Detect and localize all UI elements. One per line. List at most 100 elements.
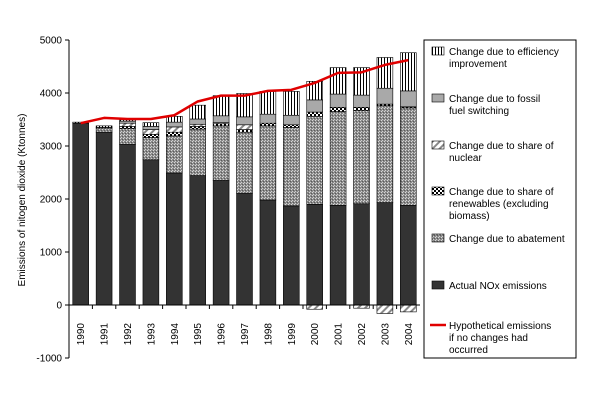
legend-swatch-fossil (431, 93, 445, 103)
bar-actual (212, 180, 230, 306)
bar-actual (72, 122, 89, 306)
bar-actual (95, 131, 113, 306)
bar-nuclear (306, 304, 323, 310)
x-tick-label: 2003 (380, 323, 391, 346)
bar-abatement (283, 127, 300, 207)
bar-fossil (329, 93, 347, 108)
legend: Change due to efficiency improvement Chang… (423, 39, 577, 359)
x-tick-label: 1999 (287, 323, 298, 346)
bar-renewables (189, 126, 206, 130)
bar-fossil (119, 120, 136, 124)
bar-renewables (353, 107, 370, 111)
bar-fossil (166, 121, 183, 128)
bar-efficiency (212, 95, 230, 117)
bar-renewables (236, 129, 253, 133)
bar-efficiency (236, 93, 253, 118)
bar-actual (189, 175, 206, 306)
bar-fossil (259, 113, 277, 124)
x-tick-label: 1993 (146, 323, 157, 346)
bar-actual (400, 205, 417, 306)
y-tick-label: 4000 (40, 89, 63, 100)
bar-nuclear (119, 122, 136, 127)
bar-nuclear (142, 129, 160, 135)
legend-label-renewables: Change due to share of renewables (exclud… (449, 187, 554, 222)
bar-actual (376, 202, 394, 306)
y-tick-label: 2000 (40, 195, 63, 206)
hypothetical-line (80, 58, 409, 125)
y-axis-label: Emissions of nitogen dioxide (Ktonnes) (17, 114, 28, 287)
bar-fossil (236, 116, 253, 126)
bar-fossil (189, 118, 206, 125)
bar-actual (306, 204, 323, 306)
bar-efficiency (142, 122, 160, 127)
bar-nuclear (376, 304, 394, 314)
bar-efficiency (283, 91, 300, 116)
bar-actual (236, 192, 253, 306)
bar-actual (329, 205, 347, 306)
legend-label-efficiency: Change due to efficiency improvement (449, 47, 559, 70)
x-tick-label: 1991 (100, 323, 111, 346)
bar-abatement (329, 111, 347, 206)
x-tick-label: 1995 (193, 323, 204, 346)
bar-abatement (119, 128, 136, 145)
bar-fossil (142, 126, 160, 130)
bar-abatement (400, 107, 417, 206)
legend-label-actual: Actual NOx emissions (449, 281, 547, 292)
bar-abatement (353, 110, 370, 205)
bar-actual (142, 159, 160, 306)
bar-actual (353, 203, 370, 306)
y-tick-label: 3000 (40, 142, 63, 153)
x-tick-label: 1998 (263, 323, 274, 346)
x-tick-label: 1997 (240, 323, 251, 346)
bar-abatement (142, 137, 160, 161)
bar-nuclear (400, 304, 417, 313)
x-tick-label: 2004 (404, 323, 415, 346)
bar-fossil (212, 115, 230, 123)
bar-renewables (166, 131, 183, 137)
bar-efficiency (400, 52, 417, 92)
bar-fossil (376, 87, 394, 105)
bar-renewables (142, 134, 160, 138)
bar-actual (166, 172, 183, 306)
bar-abatement (189, 128, 206, 176)
bar-fossil (306, 99, 323, 113)
bar-efficiency (376, 57, 394, 89)
bar-fossil (400, 90, 417, 108)
y-tick-label: 0 (56, 301, 62, 312)
x-tick-label: 2000 (310, 323, 321, 346)
bar-nuclear (236, 124, 253, 130)
bar-abatement (95, 127, 113, 133)
y-tick-label: -1000 (36, 354, 62, 365)
x-tick-label: 2001 (334, 323, 345, 346)
x-tick-label: 1992 (123, 323, 134, 346)
bar-abatement (259, 125, 277, 201)
bar-nuclear (189, 123, 206, 127)
bar-efficiency (259, 91, 277, 115)
bar-renewables (119, 126, 136, 129)
bar-efficiency (306, 81, 323, 101)
bar-actual (119, 144, 136, 306)
legend-box (423, 39, 577, 359)
legend-label-nuclear: Change due to share of nuclear (449, 141, 554, 164)
bar-renewables (259, 122, 277, 127)
x-tick-label: 1990 (76, 323, 87, 346)
legend-label-abatement: Change due to abatement (449, 234, 565, 245)
bar-renewables (306, 111, 323, 117)
bar-actual (259, 199, 277, 306)
bar-efficiency (353, 67, 370, 96)
bar-efficiency (95, 125, 113, 128)
bar-renewables (283, 124, 300, 128)
x-tick-label: 1996 (217, 323, 228, 346)
y-tick-label: 5000 (40, 36, 63, 47)
bar-abatement (212, 125, 230, 181)
legend-swatch-nuclear (431, 140, 445, 150)
legend-swatch-abatement (431, 233, 445, 243)
bar-abatement (306, 116, 323, 205)
bar-renewables (329, 107, 347, 112)
bar-abatement (376, 105, 394, 204)
bar-nuclear (166, 126, 183, 133)
y-tick-label: 1000 (40, 248, 63, 259)
bar-fossil (353, 94, 370, 108)
legend-swatch-actual (431, 280, 445, 290)
